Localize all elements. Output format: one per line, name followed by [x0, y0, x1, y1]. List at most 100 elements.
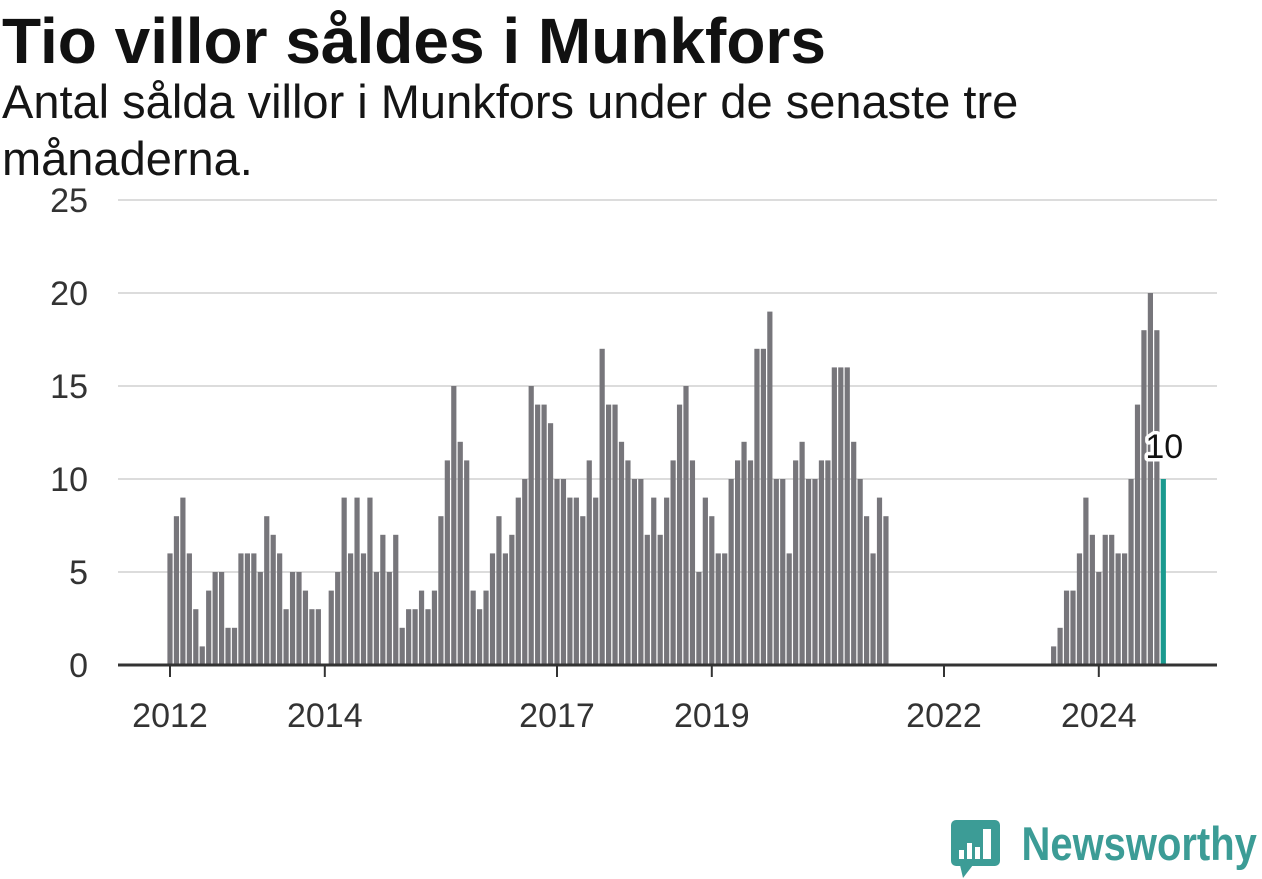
- bar: [612, 404, 618, 665]
- bar: [373, 572, 379, 665]
- bar: [206, 590, 212, 665]
- bar: [438, 516, 444, 665]
- bar: [1089, 534, 1095, 665]
- bar: [180, 497, 186, 665]
- bar: [1147, 293, 1153, 665]
- bar: [309, 609, 315, 665]
- bar: [573, 497, 579, 665]
- bar: [535, 404, 541, 665]
- bar: [380, 534, 386, 665]
- bar: [212, 572, 218, 665]
- bar: [754, 348, 760, 665]
- bar: [709, 516, 715, 665]
- y-tick-label: 10: [50, 461, 88, 499]
- newsworthy-logo-icon: [951, 820, 1000, 878]
- bar: [296, 572, 302, 665]
- bar: [483, 590, 489, 665]
- bar: [1154, 330, 1160, 665]
- bar: [431, 590, 438, 665]
- bar: [335, 572, 341, 665]
- bar: [767, 311, 773, 665]
- bar: [722, 553, 728, 665]
- bar: [773, 479, 779, 665]
- bar: [264, 516, 270, 665]
- bar: [1051, 646, 1057, 665]
- bar: [515, 497, 521, 665]
- bar: [406, 609, 412, 665]
- y-tick-label: 5: [69, 554, 88, 592]
- bar: [283, 609, 289, 665]
- bar: [664, 497, 670, 665]
- bar: [625, 460, 631, 665]
- bar: [360, 553, 367, 665]
- bar: [883, 516, 889, 665]
- bar: [780, 479, 786, 665]
- bar: [644, 534, 650, 665]
- x-tick-label: 2024: [1061, 697, 1137, 735]
- bar: [354, 497, 360, 665]
- bar: [799, 441, 805, 665]
- bar: [386, 572, 392, 665]
- bar: [502, 553, 508, 665]
- bar: [257, 572, 263, 665]
- bar: [825, 460, 831, 665]
- bar: [683, 386, 689, 665]
- bar: [580, 516, 586, 665]
- bar: [567, 497, 573, 665]
- bar: [805, 479, 812, 665]
- bar: [173, 516, 180, 665]
- bar: [715, 553, 721, 665]
- x-tick-label: 2017: [519, 697, 595, 735]
- highlighted-bar: [1160, 479, 1166, 665]
- x-tick-label: 2014: [287, 697, 363, 735]
- x-tick-label: 2012: [132, 697, 208, 735]
- bar: [270, 534, 276, 665]
- bar: [857, 479, 863, 665]
- bar: [599, 348, 605, 665]
- bar: [547, 423, 554, 665]
- bar: [593, 497, 599, 665]
- x-tick-label: 2019: [674, 697, 750, 735]
- bar: [231, 627, 238, 665]
- x-tick-label: 2022: [906, 697, 982, 735]
- bar: [657, 534, 663, 665]
- bar: [341, 497, 347, 665]
- bar: [735, 460, 741, 665]
- bar: [812, 479, 818, 665]
- bar: [348, 553, 354, 665]
- bar: [864, 516, 870, 665]
- bar: [528, 386, 534, 665]
- bar: [651, 497, 657, 665]
- bar: [412, 609, 418, 665]
- bar: [393, 534, 399, 665]
- bar: [522, 479, 528, 665]
- bar: [1115, 553, 1121, 665]
- y-tick-label: 15: [50, 368, 88, 406]
- y-tick-label: 20: [50, 275, 88, 313]
- bar: [328, 590, 334, 665]
- bar: [1128, 479, 1134, 665]
- bar: [509, 534, 515, 665]
- bar: [1057, 627, 1063, 665]
- bar: [741, 441, 747, 665]
- bar: [876, 497, 883, 665]
- bar: [618, 441, 625, 665]
- bar: [838, 367, 844, 665]
- bar: [554, 479, 560, 665]
- bar: [689, 460, 696, 665]
- bar: [477, 609, 483, 665]
- bar: [251, 553, 257, 665]
- bar: [186, 553, 192, 665]
- bar: [844, 367, 850, 665]
- bar: [470, 590, 476, 665]
- bar: [219, 572, 225, 665]
- bar: [586, 460, 592, 665]
- bar: [167, 553, 173, 665]
- bar: [870, 553, 876, 665]
- chart-subtitle: Antal sålda villor i Munkfors under de s…: [2, 75, 1019, 185]
- bar: [399, 627, 405, 665]
- bar: [315, 609, 321, 665]
- bar: [760, 348, 766, 665]
- bar: [1083, 497, 1089, 665]
